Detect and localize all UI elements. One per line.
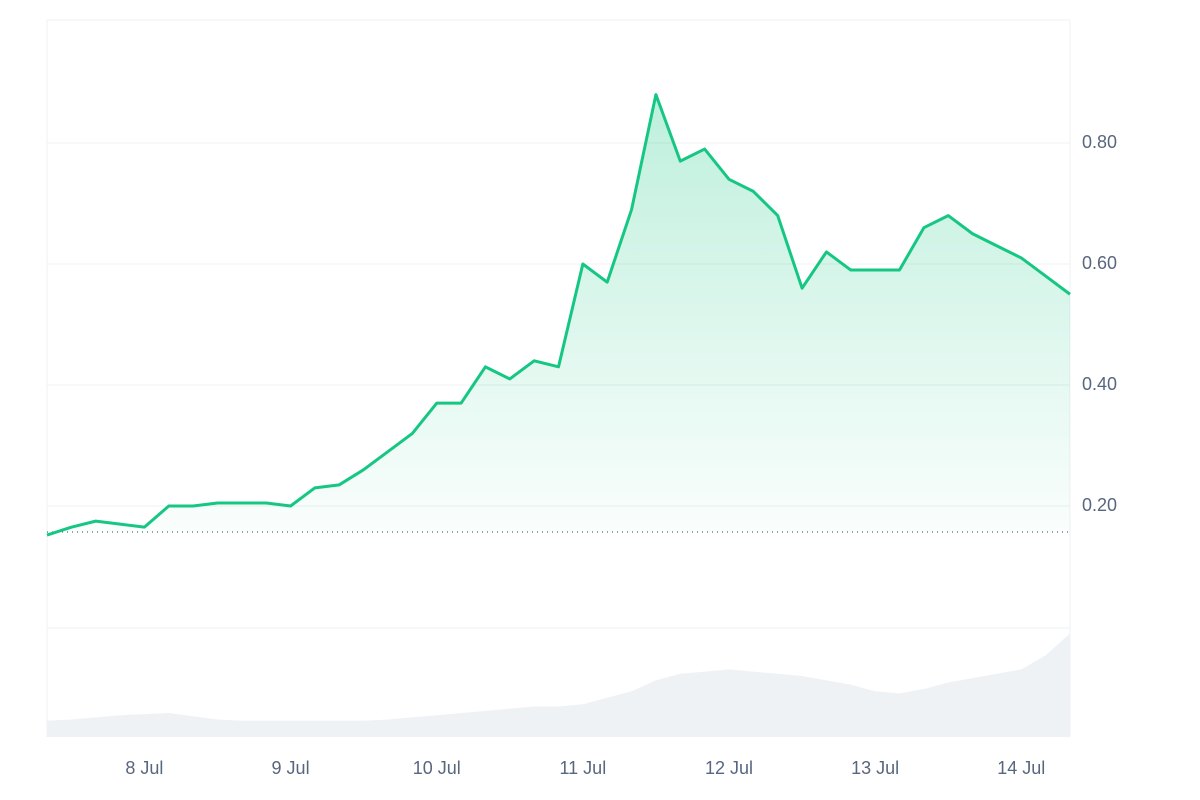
y-tick-label: 0.40 bbox=[1082, 374, 1117, 394]
x-tick-label: 13 Jul bbox=[851, 758, 899, 778]
y-tick-label: 0.60 bbox=[1082, 253, 1117, 273]
x-tick-label: 11 Jul bbox=[560, 758, 607, 778]
price-line bbox=[46, 93, 1071, 537]
x-tick-label: 10 Jul bbox=[413, 758, 461, 778]
x-tick-label: 8 Jul bbox=[125, 758, 163, 778]
y-tick-label: 0.80 bbox=[1082, 132, 1117, 152]
price-area bbox=[47, 94, 1070, 536]
x-tick-label: 14 Jul bbox=[997, 758, 1045, 778]
x-tick-label: 12 Jul bbox=[705, 758, 753, 778]
x-tick-label: 9 Jul bbox=[272, 758, 310, 778]
volume-area bbox=[47, 633, 1070, 737]
y-tick-label: 0.20 bbox=[1082, 495, 1117, 515]
